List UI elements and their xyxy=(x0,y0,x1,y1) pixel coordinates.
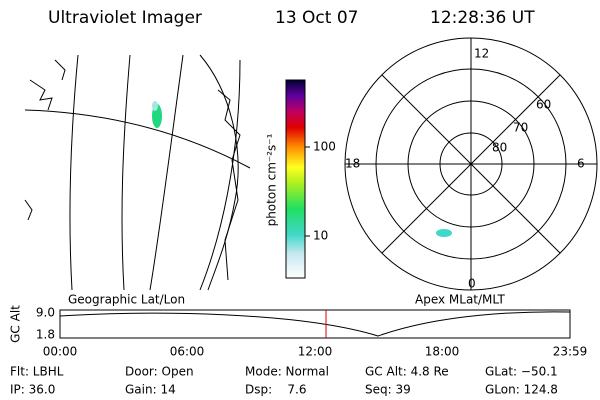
polar-caption: Apex MLat/MLT xyxy=(415,293,505,307)
info-item: GC Alt: 4.8 Re xyxy=(365,365,449,379)
altitude-curve xyxy=(59,311,571,337)
title: Ultraviolet Imager xyxy=(48,8,202,28)
info-item: GLon: 124.8 xyxy=(485,383,558,397)
lat-label: 80 xyxy=(492,141,507,155)
lat-label: 60 xyxy=(536,98,551,112)
x-tick-label: 06:00 xyxy=(170,345,205,359)
x-tick-label: 00:00 xyxy=(43,345,78,359)
info-item: Dsp: 7.6 xyxy=(245,383,307,397)
info-panel: Flt: LBHL Door: Open Mode: Normal GC Alt: 4… xyxy=(10,365,558,397)
info-item: Gain: 14 xyxy=(125,383,176,397)
info-item: Door: Open xyxy=(125,365,194,379)
y-axis-label: GC Alt xyxy=(9,305,23,343)
info-item: Mode: Normal xyxy=(245,365,329,379)
altitude-plot xyxy=(59,309,571,339)
x-tick-label: 18:00 xyxy=(425,345,460,359)
info-item: IP: 36.0 xyxy=(10,383,55,397)
mlt-label: 6 xyxy=(577,157,585,171)
x-tick-label: 23:59 xyxy=(553,345,588,359)
aurora-spot xyxy=(436,229,452,237)
colorbar xyxy=(285,79,306,279)
colorbar-tick-label: 10 xyxy=(313,229,328,243)
info-item: GLat: −50.1 xyxy=(485,365,558,379)
x-tick-label: 12:00 xyxy=(298,345,333,359)
aurora-spot xyxy=(152,101,158,111)
time: 12:28:36 UT xyxy=(430,8,535,28)
lat-label: 70 xyxy=(513,121,528,135)
info-item: Flt: LBHL xyxy=(10,365,64,379)
mlt-label: 0 xyxy=(468,277,476,291)
info-item: Seq: 39 xyxy=(365,383,411,397)
y-tick-label: 1.8 xyxy=(36,328,55,342)
y-tick-label: 9.0 xyxy=(36,306,55,320)
geographic-map xyxy=(24,54,251,291)
colorbar-tick-label: 100 xyxy=(313,140,336,154)
colorbar-label: photon cm⁻²s⁻¹ xyxy=(265,133,279,226)
map-caption: Geographic Lat/Lon xyxy=(68,293,185,307)
date: 13 Oct 07 xyxy=(275,8,358,28)
polar-plot xyxy=(344,37,598,291)
mlt-label: 12 xyxy=(474,47,489,61)
mlt-label: 18 xyxy=(345,157,360,171)
